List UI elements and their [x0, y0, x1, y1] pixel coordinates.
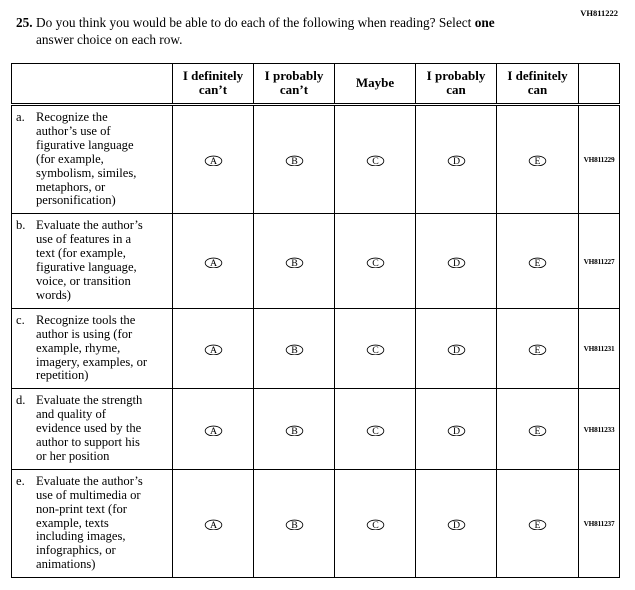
- svg-text:A: A: [209, 345, 216, 355]
- svg-text:D: D: [452, 345, 459, 355]
- svg-text:E: E: [535, 520, 541, 530]
- svg-text:D: D: [452, 156, 459, 166]
- svg-text:B: B: [291, 156, 298, 166]
- svg-text:C: C: [372, 257, 379, 267]
- svg-text:A: A: [209, 425, 216, 435]
- svg-text:A: A: [209, 156, 216, 166]
- svg-text:E: E: [535, 156, 541, 166]
- svg-text:D: D: [452, 425, 459, 435]
- svg-text:B: B: [291, 257, 298, 267]
- svg-text:B: B: [291, 425, 298, 435]
- svg-text:C: C: [372, 345, 379, 355]
- svg-text:C: C: [372, 425, 379, 435]
- svg-text:E: E: [535, 345, 541, 355]
- svg-text:D: D: [452, 520, 459, 530]
- svg-text:B: B: [291, 345, 298, 355]
- svg-text:E: E: [535, 425, 541, 435]
- svg-text:C: C: [372, 520, 379, 530]
- svg-text:E: E: [535, 257, 541, 267]
- svg-text:B: B: [291, 520, 298, 530]
- svg-text:D: D: [452, 257, 459, 267]
- svg-text:A: A: [209, 257, 216, 267]
- svg-text:C: C: [372, 156, 379, 166]
- svg-text:A: A: [209, 520, 216, 530]
